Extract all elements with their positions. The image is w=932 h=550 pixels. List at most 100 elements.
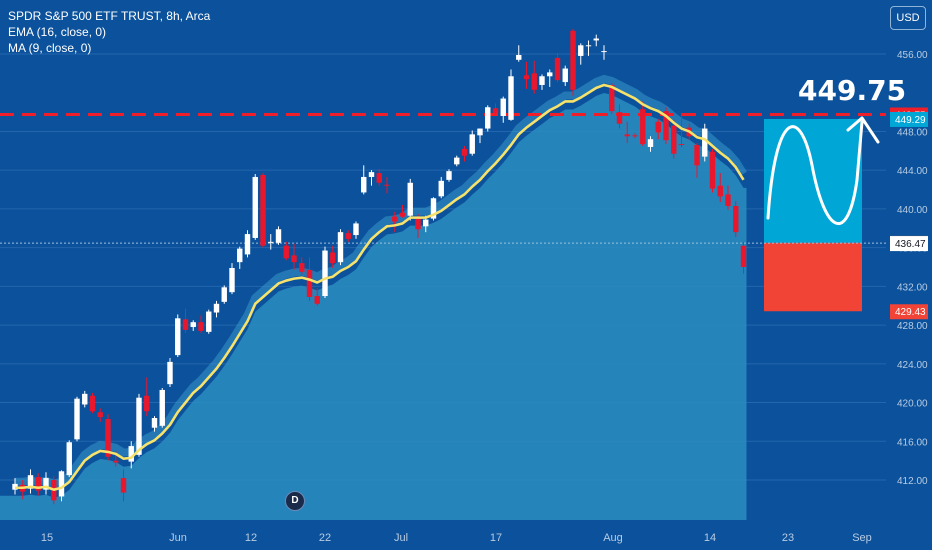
price-axis[interactable]: 412.00 416.00 420.00 424.00 428.00 432.00 436.… [886,0,932,550]
candle [74,396,80,442]
y-tick-label: 412.00 [897,476,928,487]
x-tick-label: Aug [603,532,623,544]
candle [725,185,731,210]
area-fill [0,92,747,521]
candle [678,113,685,147]
candle-body [601,51,607,53]
candle-body [671,125,677,154]
candle [353,221,359,239]
candle-body [547,72,553,77]
candle-body [539,76,545,85]
candle [663,107,669,145]
candle-body [299,263,305,272]
candle-body [392,216,398,222]
candle-body [376,173,382,183]
candle-body [221,287,227,302]
candle [376,169,382,186]
candle [322,246,328,298]
candle [516,45,522,62]
candle-body [260,175,266,246]
x-tick-label: 23 [782,532,794,544]
y-tick-label: 424.00 [897,360,928,371]
candle-body [213,303,220,313]
candle [89,392,96,414]
x-tick-label: 15 [41,532,53,544]
ema-indicator-label[interactable]: EMA (16, close, 0) [8,25,107,39]
candle [469,130,475,156]
candle-body [585,45,592,47]
candle-body [128,446,134,462]
candle-body [632,135,638,137]
candle [299,257,305,275]
candle-body [368,172,375,177]
candle [562,65,568,86]
candle [314,288,320,306]
currency-button[interactable]: USD [890,6,926,30]
candle [167,358,173,388]
candle [206,309,212,334]
candle-body [322,250,328,297]
candle-body [655,121,661,133]
candle [655,118,661,140]
candle [492,103,499,115]
candle-body [353,223,359,236]
candle-body [314,296,320,304]
candle-body [562,68,568,83]
ma-indicator-label[interactable]: MA (9, close, 0) [8,41,92,55]
price-tag: 429.43 [890,304,928,320]
dividend-marker[interactable]: D [285,491,305,511]
y-tick-label: 456.00 [897,50,928,61]
candle [35,473,41,496]
candle-body [609,84,615,112]
candle [182,308,189,333]
candle-body [89,395,96,412]
candle [244,230,251,258]
candle-body [454,157,460,165]
candle-body [182,319,189,330]
candle-body [709,151,716,189]
candle [438,176,444,199]
candle-body [485,107,491,129]
y-tick-label: 420.00 [897,399,928,410]
symbol-title[interactable]: SPDR S&P 500 ETF TRUST, 8h, Arca [8,9,211,23]
ema-16-line [15,83,745,491]
candle [275,226,282,245]
candle [66,440,72,478]
candle [624,121,630,144]
time-axis[interactable]: 15 Jun 12 22 Jul 17 Aug 14 23 Sep [41,532,872,544]
candle-body [702,128,708,157]
candle-body [345,233,351,239]
candle [407,178,413,221]
candle [647,136,654,152]
candle-body [725,194,731,207]
candle-body [190,322,196,328]
candle [159,388,165,428]
chart-legend: SPDR S&P 500 ETF TRUST, 8h, Arca EMA (16… [8,8,210,56]
candle-body [252,176,258,238]
candle [508,69,514,121]
candle-body [97,412,103,418]
candle-body [136,397,142,455]
candle-body [461,148,468,156]
candle [485,105,491,132]
y-tick-label: 440.00 [897,205,928,216]
x-tick-label: 22 [319,532,331,544]
candle-body [159,389,165,426]
candle [461,145,468,162]
candle [237,246,243,269]
x-tick-label: 14 [704,532,716,544]
target-price-label: 449.75 [798,74,907,107]
candle-body [268,241,274,243]
candle [454,155,460,167]
candle-body [469,134,475,154]
candle-body [105,419,111,457]
candle [539,74,545,90]
candle-body [492,108,499,114]
forecast-wave [766,116,880,225]
candle-body [508,76,514,120]
candle [213,300,220,318]
x-tick-label: 17 [490,532,502,544]
target-zone [764,118,862,243]
candle [337,229,344,266]
